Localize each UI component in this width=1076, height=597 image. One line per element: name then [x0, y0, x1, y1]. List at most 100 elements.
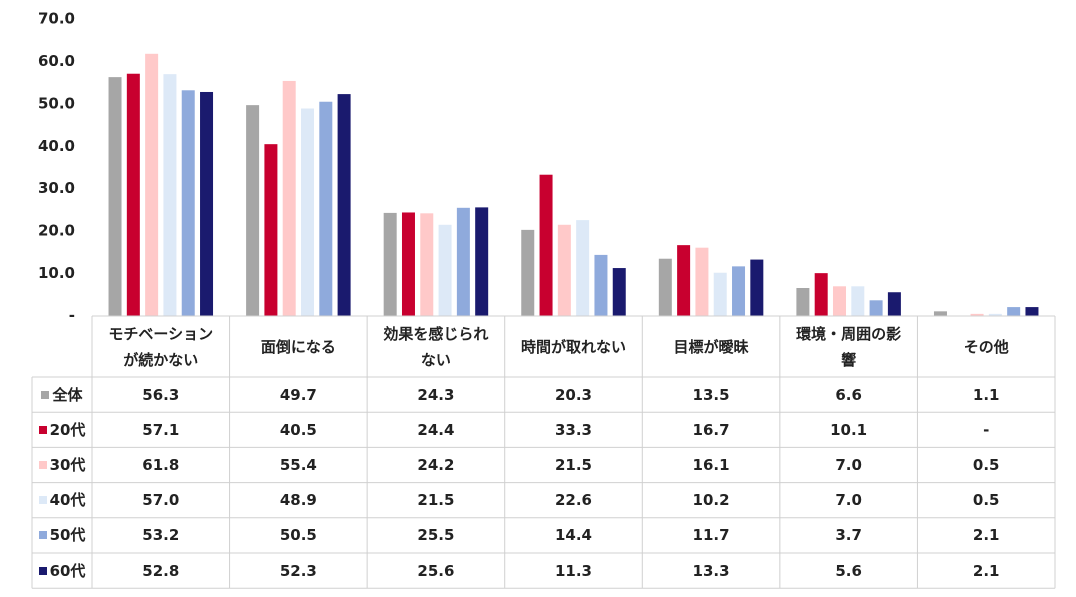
- data-label: 48.9: [230, 483, 368, 518]
- bar: [851, 286, 865, 316]
- data-label-text: 52.3: [279, 561, 317, 580]
- data-label: 16.7: [642, 412, 780, 447]
- data-label-text: 11.7: [692, 526, 730, 545]
- category-header-text: その他: [963, 337, 1009, 356]
- legend-entry: 40代: [32, 483, 92, 518]
- bar: [970, 313, 984, 316]
- data-label: 10.1: [780, 412, 918, 447]
- data-label: 14.4: [505, 518, 643, 553]
- category-header: 目標が曖昧: [642, 316, 780, 377]
- data-label-text: 56.3: [142, 385, 180, 404]
- y-tick-label: 30.0: [38, 179, 75, 197]
- category-header-text: 目標が曖昧: [673, 337, 749, 356]
- data-label: 0.5: [917, 483, 1055, 518]
- data-label-text: 49.7: [279, 385, 317, 404]
- data-label: 24.3: [367, 377, 505, 412]
- legend-entry: 30代: [32, 447, 92, 482]
- bar: [887, 292, 901, 316]
- data-label: 21.5: [367, 483, 505, 518]
- data-label-text: 53.2: [142, 526, 180, 545]
- data-label-text: 25.5: [417, 526, 455, 545]
- bar: [814, 273, 828, 316]
- data-label-text: 55.4: [279, 455, 317, 474]
- bar: [420, 213, 434, 316]
- data-label-text: 20.3: [554, 385, 592, 404]
- legend-label: 20代: [49, 420, 86, 439]
- data-label-text: 7.0: [835, 491, 862, 510]
- data-label: 6.6: [780, 377, 918, 412]
- data-label: 57.1: [92, 412, 230, 447]
- legend-label: 60代: [49, 561, 86, 580]
- category-header: 時間が取れない: [505, 316, 643, 377]
- data-label: 2.1: [917, 518, 1055, 553]
- legend-swatch: [41, 390, 50, 399]
- bar: [163, 74, 177, 317]
- legend-swatch: [38, 531, 47, 540]
- data-label: 24.2: [367, 447, 505, 482]
- data-label: 7.0: [780, 483, 918, 518]
- bar: [695, 247, 709, 316]
- data-label: 1.1: [917, 377, 1055, 412]
- bar: [658, 258, 672, 316]
- bar: [576, 220, 590, 316]
- category-header-text: 効果を感じられない: [383, 324, 489, 369]
- data-label-text: 21.5: [554, 455, 592, 474]
- legend-label: 40代: [49, 491, 86, 510]
- data-label-text: 57.1: [142, 420, 180, 439]
- bar: [988, 313, 1002, 316]
- y-tick-label: -: [69, 307, 75, 325]
- data-label: 52.3: [230, 553, 368, 588]
- data-label: 49.7: [230, 377, 368, 412]
- category-header-text: 環境・周囲の影響: [796, 324, 902, 369]
- category-header-text: 面倒になる: [260, 337, 336, 356]
- bar: [475, 207, 489, 316]
- bar: [401, 212, 415, 316]
- bar: [869, 300, 883, 316]
- data-label: 52.8: [92, 553, 230, 588]
- data-label-text: 6.6: [835, 385, 862, 404]
- bar: [750, 259, 764, 316]
- data-label-text: 7.0: [835, 455, 862, 474]
- y-tick-label: 40.0: [38, 137, 75, 155]
- data-label: 13.3: [642, 553, 780, 588]
- category-header: その他: [917, 316, 1055, 377]
- data-label: 21.5: [505, 447, 643, 482]
- data-label: 33.3: [505, 412, 643, 447]
- bar: [732, 266, 746, 316]
- legend-swatch: [38, 566, 47, 575]
- data-label-text: 16.1: [692, 455, 730, 474]
- data-label-text: -: [983, 420, 990, 439]
- data-label: 10.2: [642, 483, 780, 518]
- legend-swatch: [38, 425, 47, 434]
- y-tick-label: 20.0: [38, 222, 75, 240]
- data-label-text: 52.8: [142, 561, 180, 580]
- data-label-text: 3.7: [835, 526, 862, 545]
- data-label: 11.3: [505, 553, 643, 588]
- data-label-text: 40.5: [279, 420, 317, 439]
- bar: [832, 286, 846, 316]
- data-label: 5.6: [780, 553, 918, 588]
- category-header: 効果を感じられない: [367, 316, 505, 377]
- bar: [126, 73, 140, 317]
- bar: [301, 108, 315, 316]
- data-label: 0.5: [917, 447, 1055, 482]
- data-label: 55.4: [230, 447, 368, 482]
- data-label: 2.1: [917, 553, 1055, 588]
- bar: [200, 91, 214, 316]
- data-label: 3.7: [780, 518, 918, 553]
- data-label-text: 33.3: [554, 420, 592, 439]
- legend-swatch: [38, 460, 47, 469]
- data-label: 24.4: [367, 412, 505, 447]
- data-label-text: 13.5: [692, 385, 730, 404]
- data-label: 40.5: [230, 412, 368, 447]
- data-label: 50.5: [230, 518, 368, 553]
- legend-entry: 50代: [32, 518, 92, 553]
- category-header-text: モチベーションが続かない: [108, 324, 214, 369]
- bar: [557, 224, 571, 316]
- data-label-text: 48.9: [279, 491, 317, 510]
- bar: [521, 229, 535, 316]
- data-label-text: 14.4: [554, 526, 592, 545]
- data-label: -: [917, 412, 1055, 447]
